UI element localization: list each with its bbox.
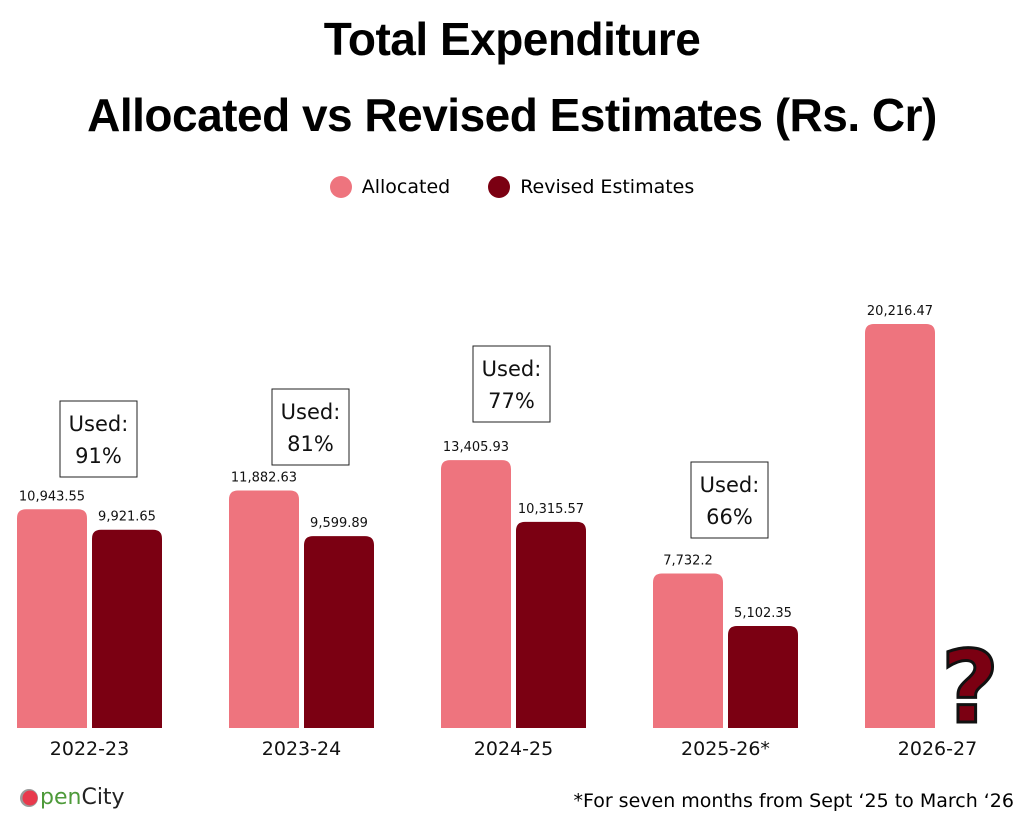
logo-circle-icon <box>20 788 38 807</box>
legend-swatch-allocated <box>329 176 352 198</box>
used-annotation-label: Used: <box>482 357 542 381</box>
chart-title: Total Expenditure <box>323 13 701 65</box>
opencity-logo: pen City <box>18 785 125 810</box>
data-label: 10,943.55 <box>19 489 85 504</box>
x-tick-label: 2026-27 <box>898 738 977 760</box>
bar-allocated <box>17 509 87 728</box>
legend-item-revised: Revised Estimates <box>488 176 694 198</box>
bar-revised <box>516 521 586 728</box>
bar-allocated <box>653 573 723 728</box>
bar-revised <box>304 536 374 728</box>
legend: Allocated Revised Estimates <box>0 176 1024 198</box>
used-annotation-label: Used: <box>69 412 129 436</box>
question-mark-icon: ? <box>941 629 999 746</box>
data-label: 9,921.65 <box>98 510 156 525</box>
used-annotation-value: 66% <box>706 505 753 529</box>
data-label: 20,216.47 <box>867 304 933 319</box>
logo-text-pen: pen <box>40 785 82 810</box>
used-annotation-value: 77% <box>488 389 535 413</box>
data-label: 7,732.2 <box>663 553 713 568</box>
bar-revised <box>728 626 798 728</box>
data-label: 13,405.93 <box>443 440 509 455</box>
used-annotation-box <box>472 345 551 423</box>
data-label: 9,599.89 <box>310 516 368 531</box>
used-annotation-value: 81% <box>287 432 334 456</box>
used-annotation-box <box>271 388 350 466</box>
bar-allocated <box>441 460 511 728</box>
bar-allocated <box>865 324 935 728</box>
x-tick-label: 2022-23 <box>50 738 129 760</box>
used-annotation-value: 91% <box>75 444 122 468</box>
bar-revised <box>92 529 162 728</box>
legend-label-allocated: Allocated <box>361 176 451 198</box>
bar-allocated <box>229 490 299 728</box>
footnote: *For seven months from Sept ‘25 to March… <box>573 790 1014 812</box>
chart-subtitle: Allocated vs Revised Estimates (Rs. Cr) <box>87 89 937 141</box>
x-tick-label: 2025-26* <box>681 738 770 760</box>
data-label: 5,102.35 <box>734 606 792 621</box>
data-label: 11,882.63 <box>231 471 297 486</box>
legend-label-revised: Revised Estimates <box>520 176 695 198</box>
used-annotation-box <box>690 461 769 539</box>
legend-item-allocated: Allocated <box>329 176 451 198</box>
used-annotation-label: Used: <box>281 400 341 424</box>
used-annotation-box <box>59 400 138 478</box>
data-label: 10,315.57 <box>518 502 584 517</box>
logo-text-city: City <box>81 785 125 810</box>
used-annotation-label: Used: <box>700 473 760 497</box>
x-tick-label: 2024-25 <box>474 738 553 760</box>
x-tick-label: 2023-24 <box>262 738 341 760</box>
legend-swatch-revised <box>488 176 511 198</box>
